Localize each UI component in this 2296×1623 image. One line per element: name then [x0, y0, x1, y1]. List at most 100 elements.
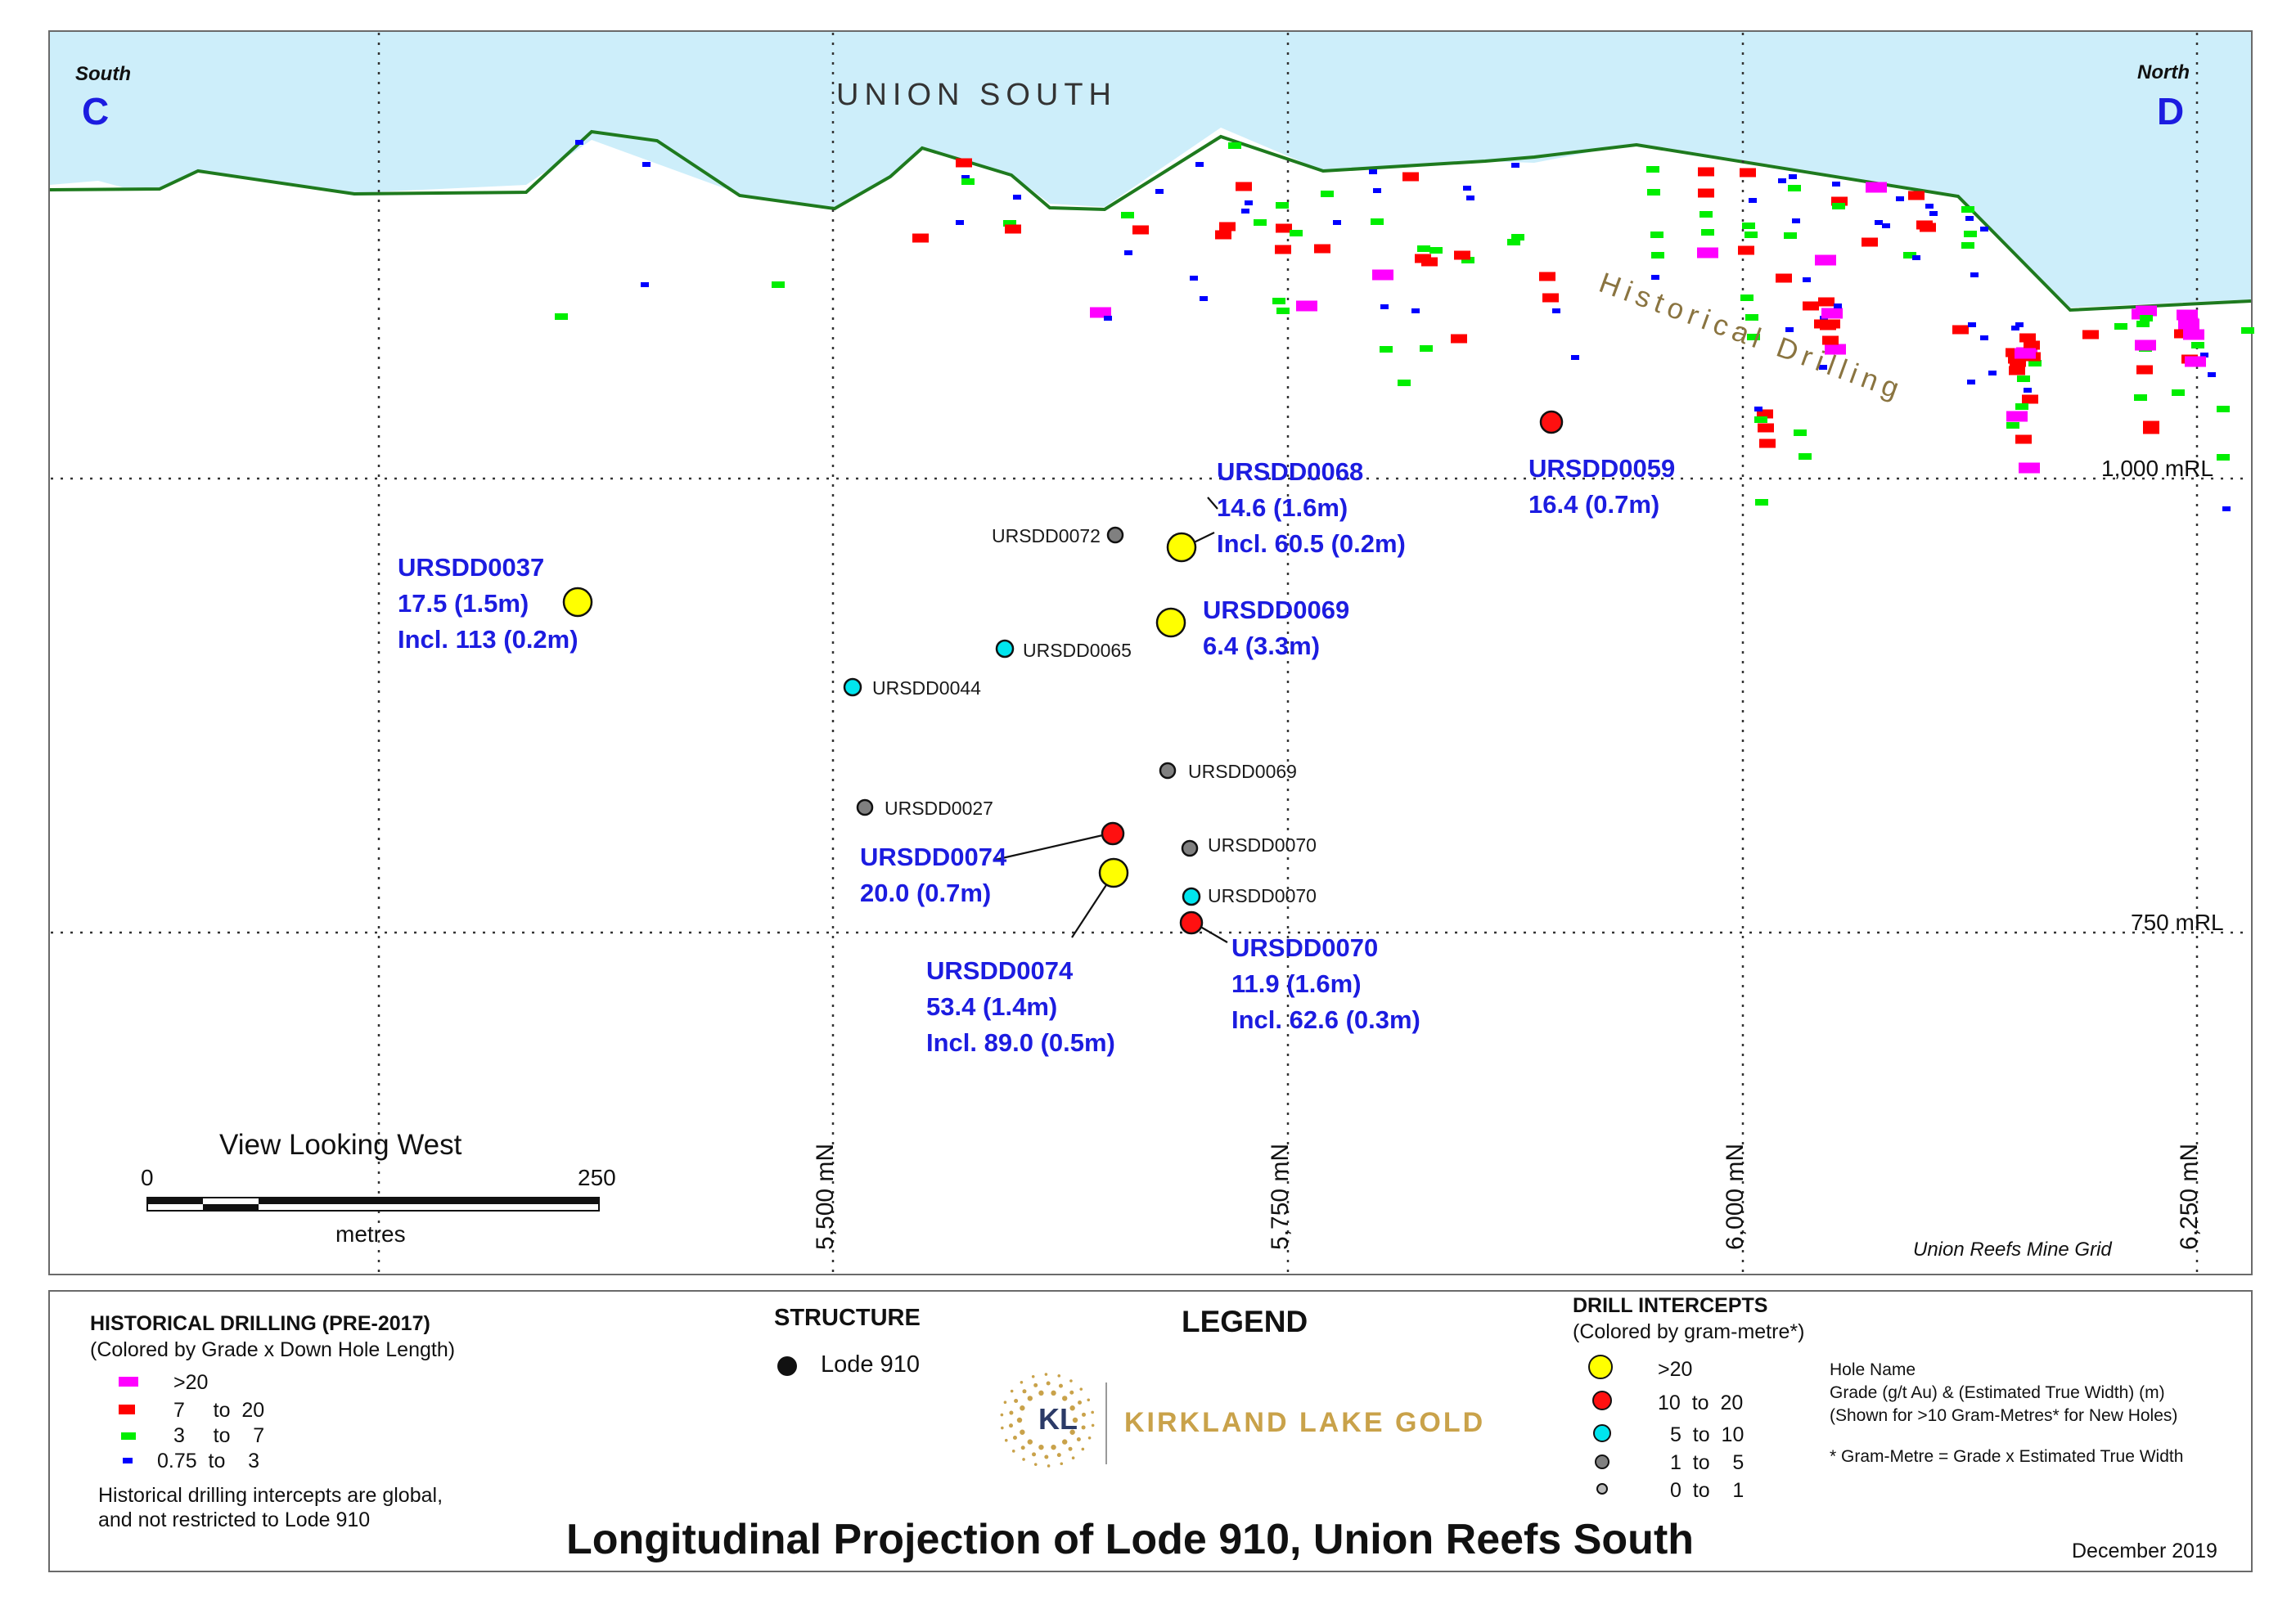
historical-intercept-marker	[575, 140, 583, 145]
historical-intercept-marker	[961, 178, 975, 185]
historical-intercept-marker	[1215, 230, 1231, 240]
logo-dot	[1076, 1436, 1081, 1441]
historical-intercept-marker	[1571, 355, 1579, 360]
intercept-ursdd0074-b	[1098, 857, 1129, 888]
label-ursdd0074a-grade: 20.0 (0.7m)	[860, 879, 991, 907]
intercept-ursdd0037	[562, 587, 593, 618]
historical-intercept-marker	[1699, 211, 1713, 218]
historical-intercept-marker	[2006, 348, 2022, 357]
historical-intercept-marker	[1740, 294, 1754, 301]
label-ursdd0074b-grade: 53.4 (1.4m)	[926, 992, 1057, 1021]
logo-dot	[1047, 1464, 1051, 1468]
historical-intercept-marker	[1757, 409, 1773, 419]
hole-label-ursdd0072: URSDD0072	[992, 525, 1101, 546]
historical-intercept-marker	[961, 175, 970, 180]
historical-intercept-marker	[1132, 225, 1149, 235]
north-label: North	[2137, 61, 2190, 83]
historical-intercept-marker	[1647, 189, 1660, 196]
logo-dot	[1032, 1452, 1037, 1457]
north-letter: D	[2157, 90, 2184, 133]
legend-swatch-magenta	[119, 1377, 138, 1387]
historical-intercept-marker	[1421, 257, 1438, 267]
historical-intercept-marker	[1650, 232, 1663, 238]
logo-dot	[1008, 1423, 1013, 1428]
label-ursdd0070-incl: Incl. 62.6 (0.3m)	[1231, 1005, 1420, 1034]
label-ursdd0074b-incl: Incl. 89.0 (0.5m)	[926, 1028, 1115, 1057]
logo-dot	[1022, 1458, 1025, 1461]
historical-intercept-marker	[1314, 244, 1330, 254]
logo-text: KIRKLAND LAKE GOLD	[1124, 1407, 1485, 1438]
kirkland-lake-gold-logo: KL KIRKLAND LAKE GOLD	[1000, 1373, 1485, 1468]
historical-intercept-marker	[2015, 434, 2032, 444]
intercept-ursdd0065	[995, 639, 1015, 659]
historical-intercept-marker	[1738, 245, 1754, 255]
legend-note-1: Hole Name	[1830, 1360, 1916, 1379]
label-ursdd0068-grade: 14.6 (1.6m)	[1217, 493, 1348, 522]
historical-intercept-marker	[1402, 172, 1419, 182]
historical-intercept-marker	[1333, 220, 1341, 225]
legend-int-item-3: 5 to 10	[1670, 1423, 1744, 1446]
map-frame	[48, 30, 2253, 1275]
historical-intercept-marker	[2136, 365, 2153, 375]
historical-intercept-marker	[1968, 322, 1976, 327]
scale-end: 250	[578, 1165, 616, 1190]
logo-dot	[1004, 1438, 1008, 1442]
historical-intercept-marker	[2134, 394, 2147, 401]
rl-label-1000: 1,000 mRL	[2101, 456, 2213, 481]
grid-lines	[51, 33, 2250, 1273]
south-label: South	[75, 63, 131, 85]
intercept-ursdd0068	[1166, 532, 1197, 563]
historical-intercept-marker	[1754, 416, 1767, 423]
logo-dot	[1051, 1390, 1056, 1396]
logo-dot	[1069, 1429, 1075, 1435]
hole-label-ursdd0070-cyan: URSDD0070	[1208, 885, 1317, 906]
historical-intercept-marker	[1988, 371, 1997, 375]
historical-intercept-marker	[2024, 340, 2040, 350]
logo-dot	[1012, 1436, 1017, 1441]
historical-intercept-marker	[1862, 237, 1878, 247]
intercept-ursdd0069-small	[1159, 762, 1177, 780]
intercept-ursdd0070-cyan	[1182, 887, 1201, 906]
logo-dot	[1027, 1439, 1033, 1445]
logo-dot	[1091, 1410, 1094, 1414]
historical-intercept-marker	[1815, 254, 1836, 266]
historical-intercept-marker	[2222, 506, 2231, 511]
intercept-ursdd0072	[1106, 526, 1124, 544]
intercept-ursdd0027	[856, 798, 874, 816]
logo-dot	[1061, 1439, 1068, 1445]
legend-int-item-5: 0 to 1	[1670, 1479, 1744, 1502]
historical-intercept-marker	[2010, 357, 2026, 367]
historical-intercept-marker	[1373, 188, 1381, 193]
historical-intercept-marker	[1697, 247, 1718, 259]
historical-intercept-marker	[1321, 191, 1334, 197]
historical-intercept-marker	[1190, 276, 1198, 281]
historical-intercept-marker	[1740, 168, 1756, 178]
historical-intercept-marker	[1646, 166, 1659, 173]
legend-swatch-green	[121, 1432, 136, 1440]
scale-unit: metres	[335, 1221, 406, 1247]
logo-dot	[1044, 1454, 1049, 1459]
label-ursdd0037-grade: 17.5 (1.5m)	[398, 589, 529, 618]
intercept-ursdd0069-main	[1155, 607, 1186, 638]
historical-intercept-marker	[2006, 422, 2019, 429]
sky-area	[50, 32, 2251, 308]
historical-intercept-marker	[642, 162, 651, 167]
historical-intercept-marker	[1451, 334, 1467, 344]
historical-intercept-marker	[912, 233, 929, 243]
logo-dot	[1020, 1445, 1025, 1450]
historical-intercept-marker	[772, 281, 785, 288]
logo-dot	[1009, 1410, 1014, 1415]
logo-dot	[1001, 1426, 1004, 1430]
logo-dot	[1033, 1463, 1038, 1466]
historical-intercept-marker	[1788, 185, 1801, 191]
logo-dot	[1068, 1446, 1073, 1451]
historical-intercept-marker	[2015, 403, 2028, 410]
logo-dot	[1038, 1444, 1044, 1450]
historical-intercept-marker	[2191, 342, 2204, 348]
historical-intercept-marker	[1929, 211, 1938, 216]
legend-historical-note-2: and not restricted to Lode 910	[98, 1508, 370, 1531]
legend-swatch-red	[119, 1405, 135, 1414]
logo-dot	[1060, 1462, 1064, 1466]
logo-dot	[1016, 1417, 1023, 1423]
logo-dot	[1087, 1398, 1091, 1402]
